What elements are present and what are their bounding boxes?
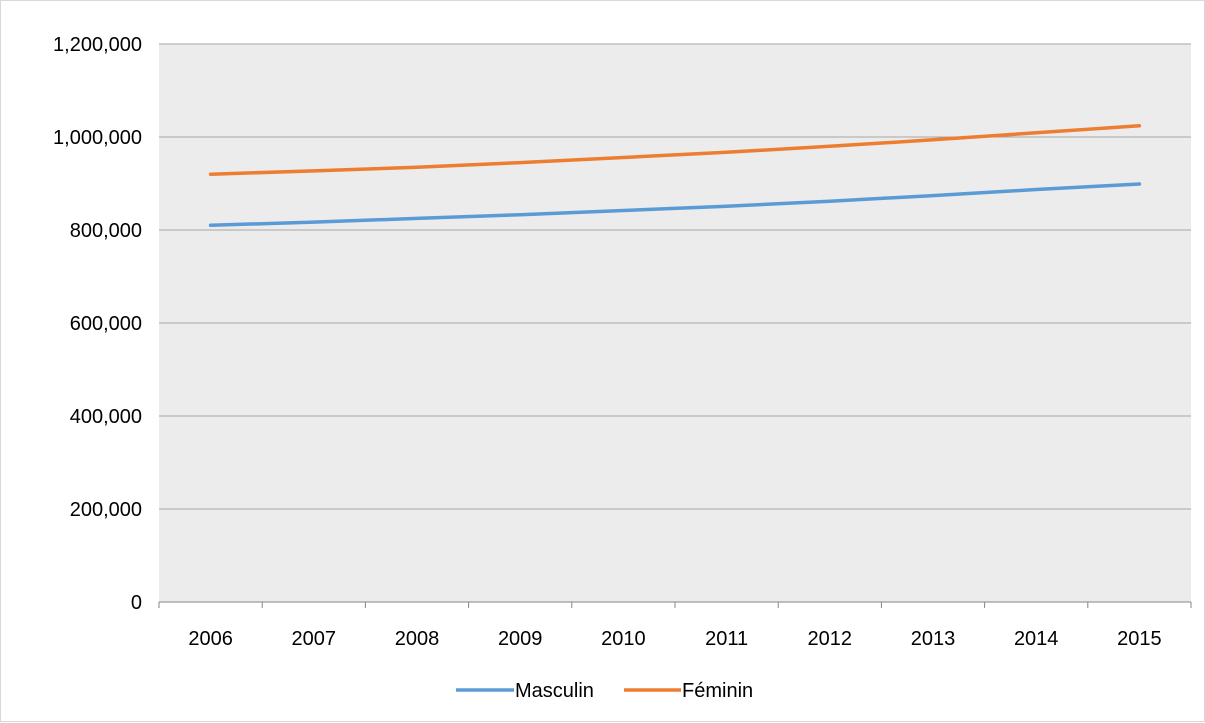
x-tick-label: 2015 (1117, 628, 1162, 650)
y-tick-label: 0 (131, 592, 142, 614)
legend: Masculin Féminin (456, 680, 753, 702)
y-tick-label: 600,000 (70, 313, 142, 335)
legend-label-feminin: Féminin (682, 680, 753, 702)
legend-label-masculin: Masculin (515, 680, 594, 702)
y-tick-label: 1,000,000 (53, 127, 142, 149)
x-tick-label: 2008 (395, 628, 440, 650)
x-tick-label: 2006 (188, 628, 233, 650)
y-tick-label: 200,000 (70, 499, 142, 521)
axes: 0 200,000 400,000 600,000 800,000 1,000,000 1,… (53, 34, 1192, 650)
x-tick-label: 2011 (705, 628, 748, 650)
x-tick-label: 2013 (911, 628, 956, 650)
series-lines (208, 124, 1142, 228)
y-tick-label: 800,000 (70, 220, 142, 242)
series-line-masculin (208, 182, 1142, 228)
x-tick-label: 2009 (498, 628, 543, 650)
x-tick-label: 2014 (1014, 628, 1059, 650)
x-tick-label: 2007 (292, 628, 337, 650)
y-tick-label: 1,200,000 (53, 34, 142, 56)
series-line-feminin (208, 124, 1142, 176)
gridlines (159, 43, 1191, 510)
x-tick-label: 2010 (601, 628, 646, 650)
y-tick-label: 400,000 (70, 406, 142, 428)
x-tick-label: 2012 (808, 628, 853, 650)
